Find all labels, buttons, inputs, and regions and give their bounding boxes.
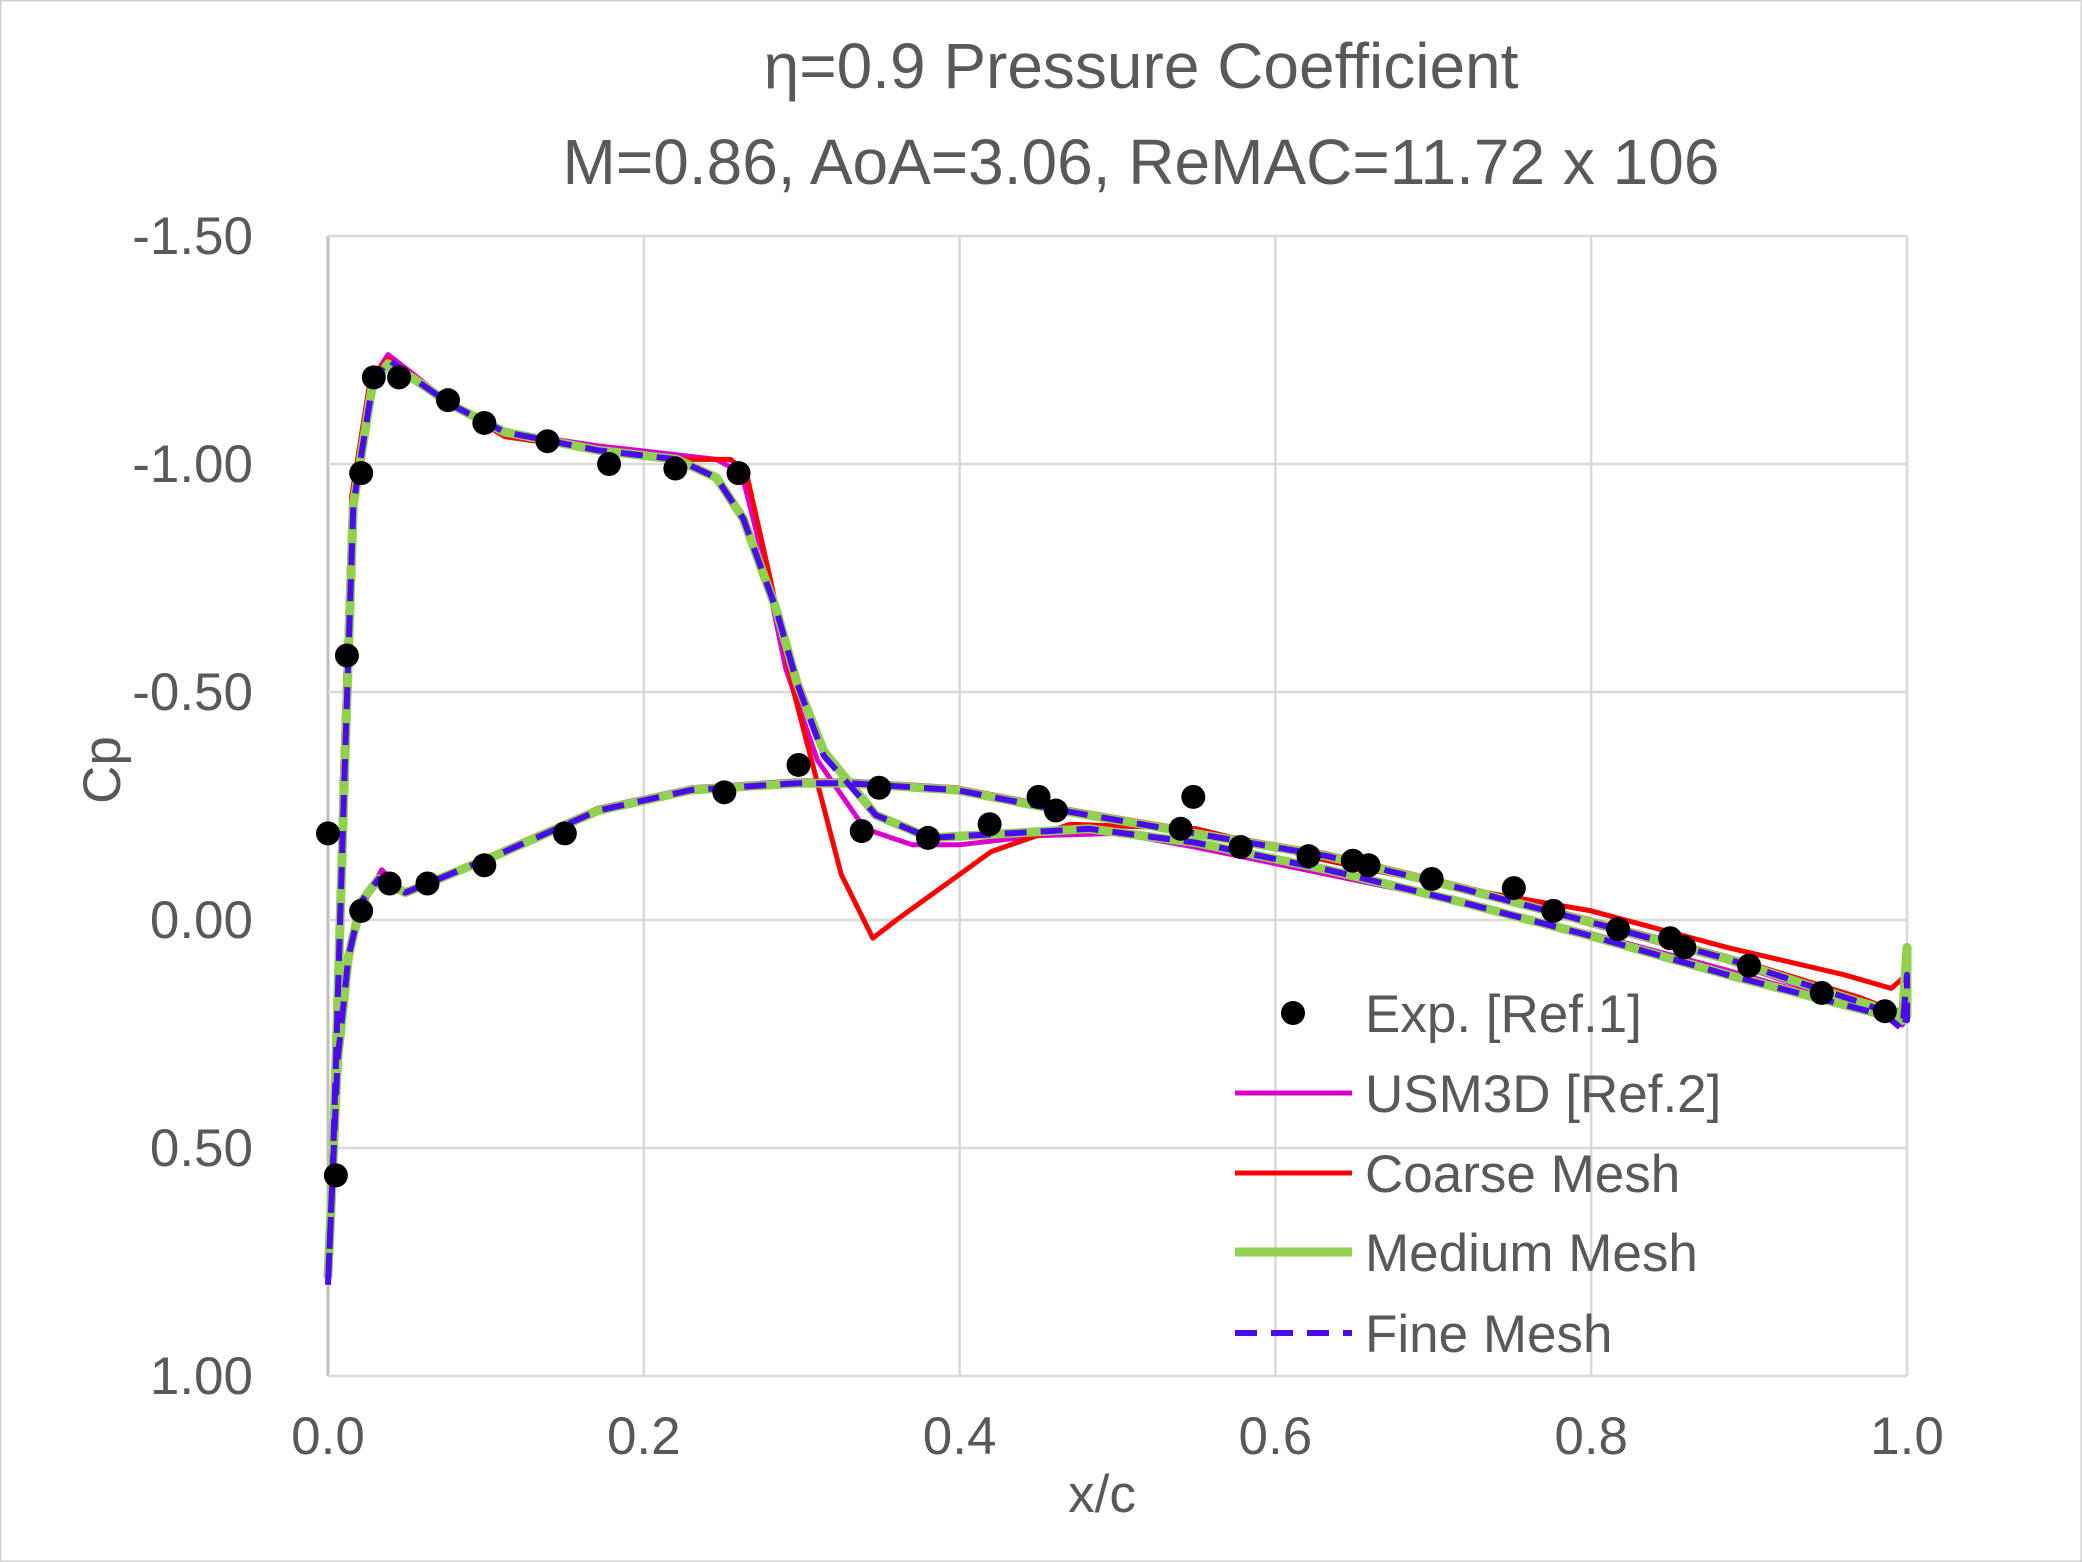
x-tick-label: 0.0: [291, 1407, 365, 1466]
exp-data-point: [1672, 935, 1697, 960]
exp-data-point: [349, 461, 374, 486]
exp-data-point: [1296, 844, 1321, 869]
exp-data-point: [663, 456, 688, 481]
exp-data-point: [1606, 917, 1631, 942]
exp-data-point: [712, 780, 737, 805]
legend-label: USM3D [Ref.2]: [1365, 1065, 1721, 1124]
exp-data-point: [1181, 784, 1206, 809]
x-tick-label: 0.8: [1554, 1407, 1628, 1466]
exp-data-point: [323, 1163, 348, 1188]
exp-data-point: [849, 819, 874, 844]
x-tick-label: 1.0: [1870, 1407, 1944, 1466]
exp-data-point: [415, 871, 440, 896]
legend-label: Medium Mesh: [1365, 1224, 1698, 1283]
exp-data-point: [786, 752, 811, 777]
exp-data-point: [726, 461, 751, 486]
x-tick-label: 0.4: [923, 1407, 997, 1466]
y-axis-label: Cp: [73, 736, 132, 804]
chart-subtitle: M=0.86, AoA=3.06, ReMAC=11.72 x 106: [563, 126, 1720, 198]
series-line-fine-mesh: [325, 356, 1910, 1285]
x-tick-label: 0.2: [607, 1407, 681, 1466]
gridlines: [326, 234, 1909, 1378]
y-tick-label: -1.50: [132, 207, 253, 266]
exp-data-point: [552, 821, 577, 846]
y-tick-label: -0.50: [132, 663, 253, 722]
exp-data-point: [867, 775, 892, 800]
exp-data-point: [334, 643, 359, 668]
exp-data-point: [1872, 999, 1897, 1024]
exp-data-point: [597, 452, 622, 476]
exp-data-point: [377, 871, 402, 896]
legend-label: Coarse Mesh: [1365, 1145, 1680, 1204]
exp-data-point: [472, 410, 497, 435]
exp-data-point: [472, 853, 497, 878]
exp-data-point: [1228, 835, 1253, 860]
exp-data-point: [916, 825, 941, 850]
exp-data-point: [349, 898, 374, 923]
exp-data-point: [1501, 876, 1526, 901]
chart-title: η=0.9 Pressure Coefficient: [764, 30, 1519, 102]
exp-data-point: [1541, 898, 1566, 923]
exp-data-point: [1043, 798, 1068, 823]
exp-data-point: [316, 821, 340, 846]
y-tick-label: -1.00: [132, 435, 253, 494]
legend-label: Fine Mesh: [1365, 1305, 1612, 1364]
legend-label: Exp. [Ref.1]: [1365, 985, 1642, 1044]
exp-data-point: [1737, 953, 1762, 978]
x-tick-label: 0.6: [1239, 1407, 1313, 1466]
y-tick-label: 1.00: [150, 1347, 253, 1406]
exp-data-point: [535, 429, 560, 454]
exp-data-point: [1419, 866, 1444, 891]
x-axis-label: x/c: [1068, 1465, 1136, 1524]
exp-data-point: [387, 365, 412, 390]
exp-data-point: [1356, 853, 1381, 878]
y-tick-label: 0.50: [150, 1119, 253, 1178]
exp-data-point: [361, 365, 386, 390]
exp-data-point: [436, 388, 461, 413]
exp-data-point: [977, 812, 1002, 837]
tick-labels: 0.0 0.2 0.4 0.6 0.8 1.0 -1.50 -1.00 -0.50 0.00 0.5…: [132, 207, 1944, 1466]
legend-marker: [1281, 1001, 1305, 1025]
exp-data-point: [1809, 980, 1834, 1005]
plot-area: [316, 352, 1912, 1285]
exp-data-point: [1168, 816, 1193, 841]
legend: Exp. [Ref.1] USM3D [Ref.2] Coarse Mesh Medi…: [1235, 985, 1721, 1364]
y-tick-label: 0.00: [150, 891, 253, 950]
exp-data-point: [1026, 784, 1051, 809]
